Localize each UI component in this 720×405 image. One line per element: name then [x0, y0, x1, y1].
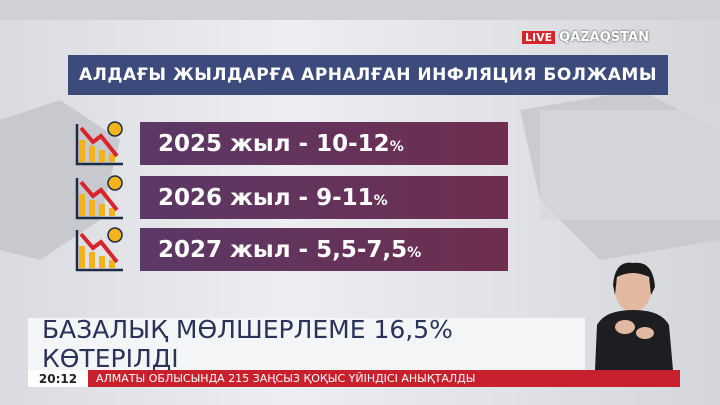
sign-interpreter	[595, 262, 673, 370]
channel-name: QAZAQSTAN	[559, 30, 649, 45]
news-ticker: 20:12 АЛМАТЫ ОБЛЫСЫНДА 215 ЗАҢСЫЗ ҚОҚЫС …	[28, 370, 680, 387]
clock: 20:12	[28, 370, 88, 387]
inflation-icon	[75, 175, 123, 220]
forecast-text: 2025 жыл - 10-12	[158, 130, 390, 157]
inflation-icon	[75, 227, 123, 272]
forecast-unit: %	[389, 138, 404, 155]
forecast-unit: %	[407, 244, 422, 261]
header-title: АЛДАҒЫ ЖЫЛДАРҒА АРНАЛҒАН ИНФЛЯЦИЯ БОЛЖАМ…	[68, 55, 668, 95]
inflation-icon	[75, 121, 123, 166]
lower-third: БАЗАЛЫҚ МӨЛШЕРЛЕМЕ 16,5% КӨТЕРІЛДІ	[28, 315, 585, 373]
forecast-row: 2026 жыл - 9-11%	[140, 176, 508, 219]
forecast-text: 2027 жыл - 5,5-7,5	[158, 236, 408, 263]
forecast-row: 2027 жыл - 5,5-7,5%	[140, 228, 508, 271]
forecast-unit: %	[373, 192, 388, 209]
ticker-text: АЛМАТЫ ОБЛЫСЫНДА 215 ЗАҢСЫЗ ҚОҚЫС ҮЙІНДІ…	[96, 372, 476, 385]
forecast-text: 2026 жыл - 9-11	[158, 184, 374, 211]
channel-logo: LIVE QAZAQSTAN	[522, 30, 649, 45]
live-badge: LIVE	[522, 31, 556, 44]
forecast-row: 2025 жыл - 10-12%	[140, 122, 508, 165]
